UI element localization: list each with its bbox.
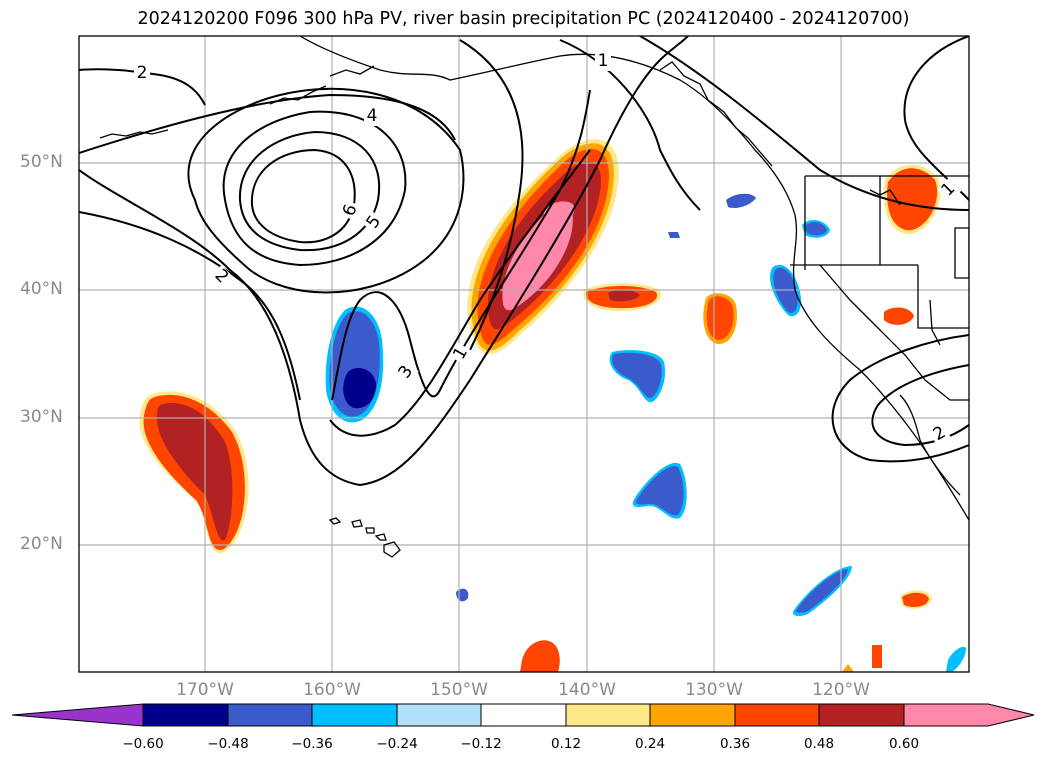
colorbar-tick: 0.12 xyxy=(550,736,582,752)
colorbar-tick: 0.48 xyxy=(803,736,835,752)
colorbar-under-arrow xyxy=(11,703,144,727)
colorbar-tick: 0.36 xyxy=(719,736,751,752)
map-frame xyxy=(78,35,970,673)
lon-label-120w: 120°W xyxy=(812,680,870,700)
lat-label-40n: 40°N xyxy=(20,279,63,299)
pv-label: 4 xyxy=(367,106,378,126)
colorbar-over-arrow xyxy=(903,703,1035,727)
negative-precip-anomalies xyxy=(325,193,966,672)
positive-precip-anomalies xyxy=(139,139,941,672)
colorbar xyxy=(11,703,1035,727)
lon-label-170w: 170°W xyxy=(176,680,234,700)
colorbar-tick: −0.60 xyxy=(122,736,164,752)
lat-label-50n: 50°N xyxy=(20,152,63,172)
colorbar-tick: −0.48 xyxy=(207,736,249,752)
colorbar-tick: −0.24 xyxy=(376,736,418,752)
pv-contour-labels: 2 4 6 5 2 3 1 1 1 2 xyxy=(134,51,962,447)
map-plot-area: 2 4 6 5 2 3 1 1 1 2 xyxy=(79,36,969,672)
lon-label-140w: 140°W xyxy=(558,680,616,700)
map-title: 2024120200 F096 300 hPa PV, river basin … xyxy=(137,9,910,29)
lon-label-130w: 130°W xyxy=(685,680,743,700)
hawaii-islands xyxy=(328,517,401,558)
colorbar-tick: −0.12 xyxy=(460,736,502,752)
lat-label-20n: 20°N xyxy=(20,534,63,554)
pv-contours xyxy=(79,36,969,487)
colorbar-tick: 0.60 xyxy=(888,736,920,752)
lon-label-150w: 150°W xyxy=(430,680,488,700)
colorbar-tick: 0.24 xyxy=(634,736,666,752)
pv-label: 2 xyxy=(137,63,148,83)
pv-label: 1 xyxy=(598,51,609,71)
lon-label-160w: 160°W xyxy=(303,680,361,700)
pv-label: 2 xyxy=(211,266,233,288)
pv-label: 1 xyxy=(938,179,960,201)
colorbar-tick: −0.36 xyxy=(291,736,333,752)
lat-label-30n: 30°N xyxy=(20,407,63,427)
